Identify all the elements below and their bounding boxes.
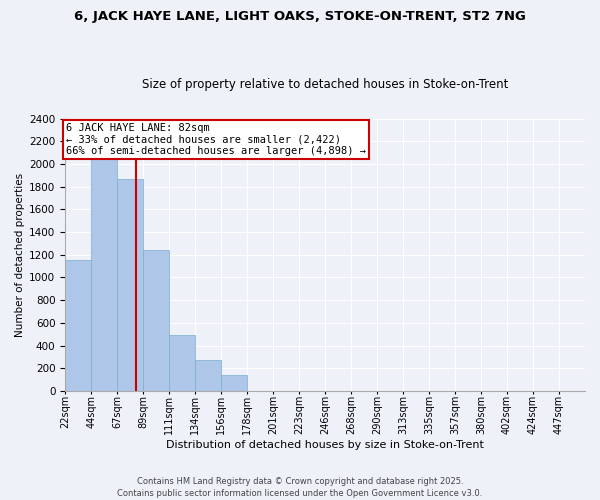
X-axis label: Distribution of detached houses by size in Stoke-on-Trent: Distribution of detached houses by size … [166,440,484,450]
Text: Contains HM Land Registry data © Crown copyright and database right 2025.
Contai: Contains HM Land Registry data © Crown c… [118,476,482,498]
Bar [143,250,169,391]
Bar [169,336,195,391]
Bar [65,260,91,391]
Title: Size of property relative to detached houses in Stoke-on-Trent: Size of property relative to detached ho… [142,78,508,91]
Bar [195,360,221,391]
Y-axis label: Number of detached properties: Number of detached properties [15,172,25,337]
Bar [117,178,143,391]
Bar [91,158,117,391]
Text: 6, JACK HAYE LANE, LIGHT OAKS, STOKE-ON-TRENT, ST2 7NG: 6, JACK HAYE LANE, LIGHT OAKS, STOKE-ON-… [74,10,526,23]
Bar [221,375,247,391]
Text: 6 JACK HAYE LANE: 82sqm
← 33% of detached houses are smaller (2,422)
66% of semi: 6 JACK HAYE LANE: 82sqm ← 33% of detache… [66,122,366,156]
